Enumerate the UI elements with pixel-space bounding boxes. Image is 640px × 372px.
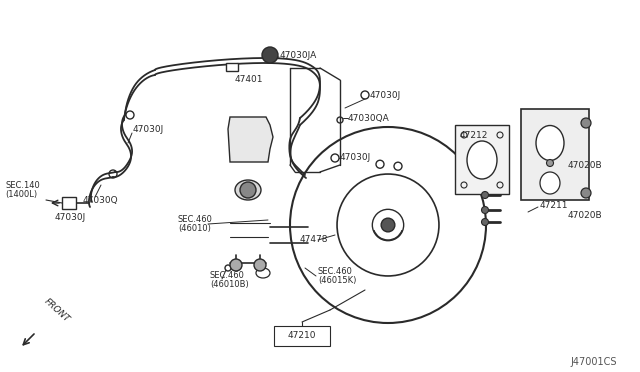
Circle shape [581,188,591,198]
Circle shape [240,182,256,198]
Text: 47020B: 47020B [568,160,603,170]
Text: 47030Q: 47030Q [83,196,118,205]
Circle shape [481,206,488,214]
Text: (46010): (46010) [178,224,211,234]
Text: 47030J: 47030J [55,214,86,222]
Text: SEC.460: SEC.460 [318,267,353,276]
Text: 47030QA: 47030QA [348,113,390,122]
Ellipse shape [467,141,497,179]
Text: FRONT: FRONT [42,297,71,324]
Circle shape [481,192,488,199]
Circle shape [230,259,242,271]
Text: 47030J: 47030J [133,125,164,135]
Text: (46010B): (46010B) [210,279,249,289]
Bar [226,63,238,71]
Ellipse shape [536,125,564,160]
Circle shape [547,160,554,167]
Text: 47030J: 47030J [340,154,371,163]
Text: 47030J: 47030J [370,90,401,99]
Text: SEC.460: SEC.460 [178,215,213,224]
Text: 47478: 47478 [300,235,328,244]
Text: 47020B: 47020B [568,211,603,219]
Text: 47211: 47211 [540,201,568,209]
Polygon shape [228,117,273,162]
Circle shape [481,218,488,225]
Circle shape [262,47,278,63]
FancyBboxPatch shape [274,326,330,346]
Text: J47001CS: J47001CS [570,357,616,367]
FancyBboxPatch shape [521,109,589,200]
Bar [62,197,76,209]
Text: SEC.460: SEC.460 [210,270,245,279]
Circle shape [581,118,591,128]
Text: 47401: 47401 [235,76,264,84]
Circle shape [381,218,395,232]
Circle shape [254,259,266,271]
Ellipse shape [235,180,261,200]
Text: (1400L): (1400L) [5,189,37,199]
Text: SEC.140: SEC.140 [5,180,40,189]
Text: 47210: 47210 [288,330,316,340]
Text: (46015K): (46015K) [318,276,356,285]
Text: 47212: 47212 [460,131,488,140]
Ellipse shape [540,172,560,194]
FancyBboxPatch shape [455,125,509,194]
Text: 47030JA: 47030JA [280,51,317,60]
Ellipse shape [256,268,270,278]
